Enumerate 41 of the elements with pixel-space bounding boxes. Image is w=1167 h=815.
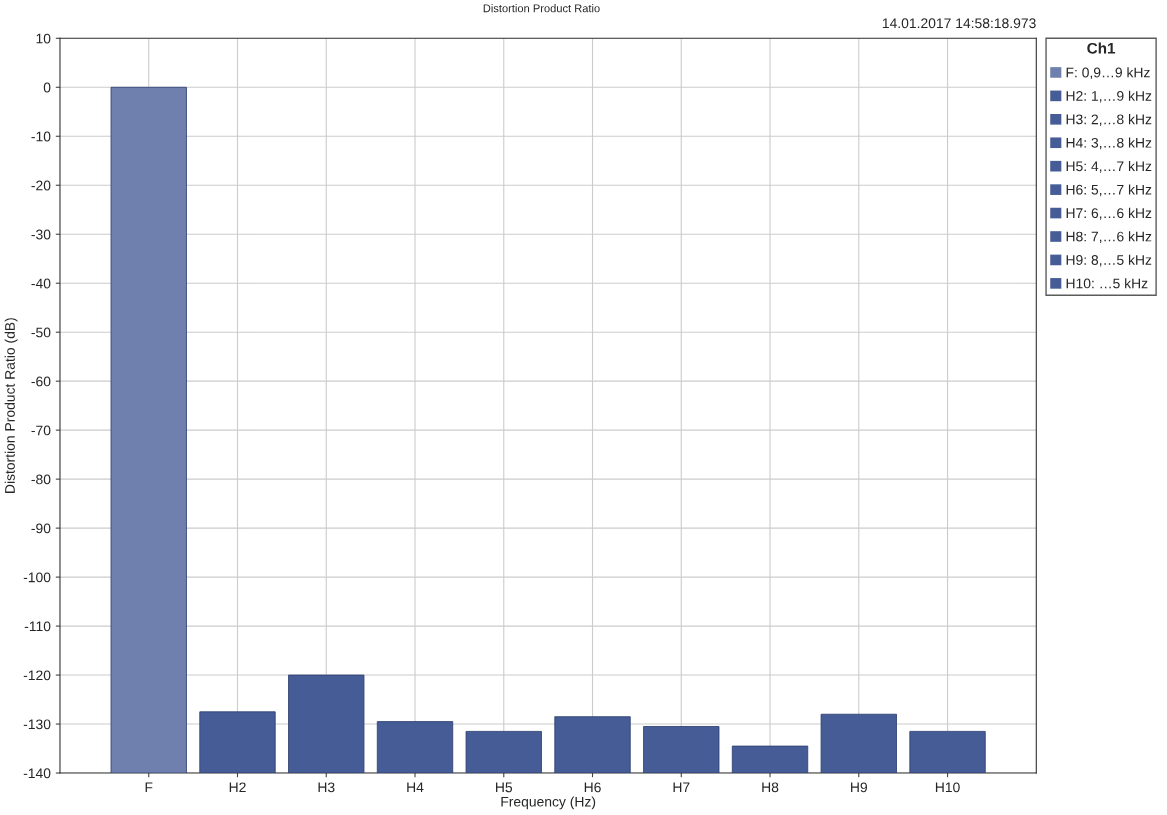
x-tick-label: H8 <box>762 782 779 793</box>
y-tick-label: -100 <box>23 572 51 583</box>
x-tick-label: H9 <box>851 782 867 793</box>
y-tick-label: -90 <box>31 523 51 534</box>
text: 14.01.2017 14:58:18.973 <box>882 18 1036 29</box>
y-tick-label: -10 <box>31 131 51 142</box>
y-tick-label: -110 <box>24 621 51 632</box>
y-tick-label: -40 <box>31 278 51 289</box>
legend-label: H3: 2,…8 kHz <box>1066 114 1152 126</box>
y-tick-label: 10 <box>36 33 51 44</box>
y-tick-label: -140 <box>23 768 51 779</box>
legend-label: H2: 1,…9 kHz <box>1066 90 1152 103</box>
legend-title: Ch1 <box>1087 42 1116 54</box>
x-tick-label: H3 <box>318 782 335 793</box>
y-tick-label: -70 <box>31 425 51 436</box>
legend-label: F: 0,9…9 kHz <box>1066 67 1150 80</box>
y-tick-label: -130 <box>23 719 51 730</box>
y-tick-label: -20 <box>31 180 51 191</box>
x-tick-label: H6 <box>584 782 601 793</box>
x-tick-label: H4 <box>407 782 424 793</box>
y-tick-label: -60 <box>31 376 51 387</box>
legend-label: H5: 4,…7 kHz <box>1066 160 1152 173</box>
legend-label: H9: 8,…5 kHz <box>1066 254 1152 267</box>
x-tick-label: H10 <box>935 782 960 793</box>
legend-label: H4: 3,…8 kHz <box>1066 137 1152 150</box>
legend-label: H10: …5 kHz <box>1066 278 1148 289</box>
x-tick-label: F <box>145 782 153 793</box>
y-axis-title: Distortion Product Ratio (dB) <box>4 318 18 493</box>
x-tick-label: H7 <box>673 782 690 793</box>
chart-title: Distortion Product Ratio <box>483 4 600 13</box>
y-tick-label: -30 <box>31 229 51 240</box>
legend-label: H7: 6,…6 kHz <box>1066 207 1152 220</box>
y-tick-label: -50 <box>31 327 51 338</box>
x-tick-label: H5 <box>496 782 513 793</box>
x-axis-title: Frequency (Hz) <box>501 796 596 810</box>
legend-label: H6: 5,…7 kHz <box>1066 184 1152 197</box>
y-tick-label: -120 <box>23 670 51 681</box>
y-tick-label: 0 <box>43 82 51 93</box>
y-tick-label: -80 <box>31 474 51 485</box>
x-tick-label: H2 <box>229 782 246 793</box>
legend-label: H8: 7,…6 kHz <box>1066 231 1152 244</box>
